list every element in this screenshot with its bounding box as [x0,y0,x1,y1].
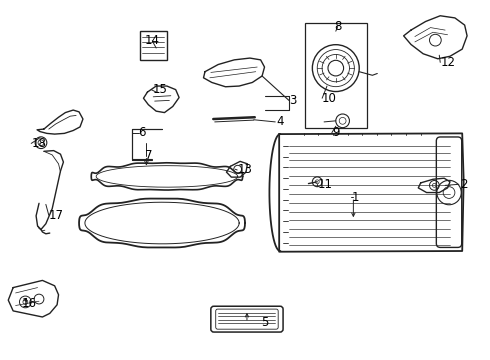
Text: 2: 2 [460,178,467,191]
Text: 14: 14 [145,34,160,48]
Text: 17: 17 [49,209,64,222]
Text: 8: 8 [334,20,342,33]
Text: 1: 1 [351,191,359,204]
Text: 11: 11 [317,178,332,191]
Text: 9: 9 [332,126,340,139]
Text: 3: 3 [289,94,296,107]
Text: 16: 16 [22,297,36,310]
Text: 18: 18 [31,137,46,150]
Text: 5: 5 [261,316,268,329]
Text: 13: 13 [237,163,252,176]
Text: 7: 7 [146,149,153,162]
Text: 15: 15 [152,83,167,96]
Bar [305,23,367,128]
Text: 12: 12 [440,56,455,69]
Text: 4: 4 [277,116,284,129]
Text: 10: 10 [322,92,337,105]
Bar [140,31,167,60]
Text: 6: 6 [139,126,146,139]
